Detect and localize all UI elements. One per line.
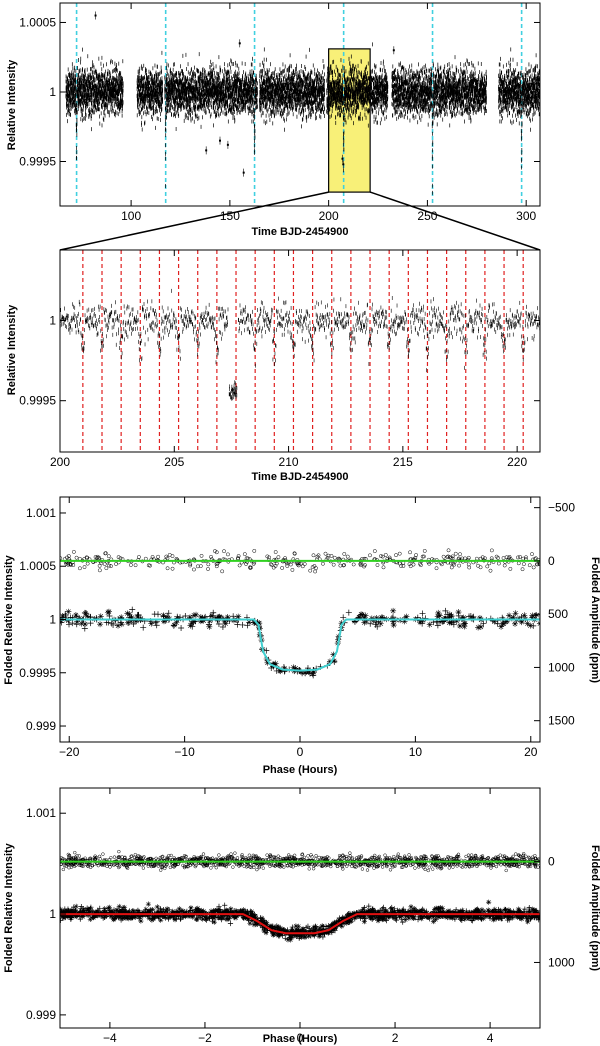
panel-a-marks (65, 3, 540, 206)
zoom-region-highlight (328, 48, 371, 193)
panel-a-data-points (65, 42, 540, 195)
